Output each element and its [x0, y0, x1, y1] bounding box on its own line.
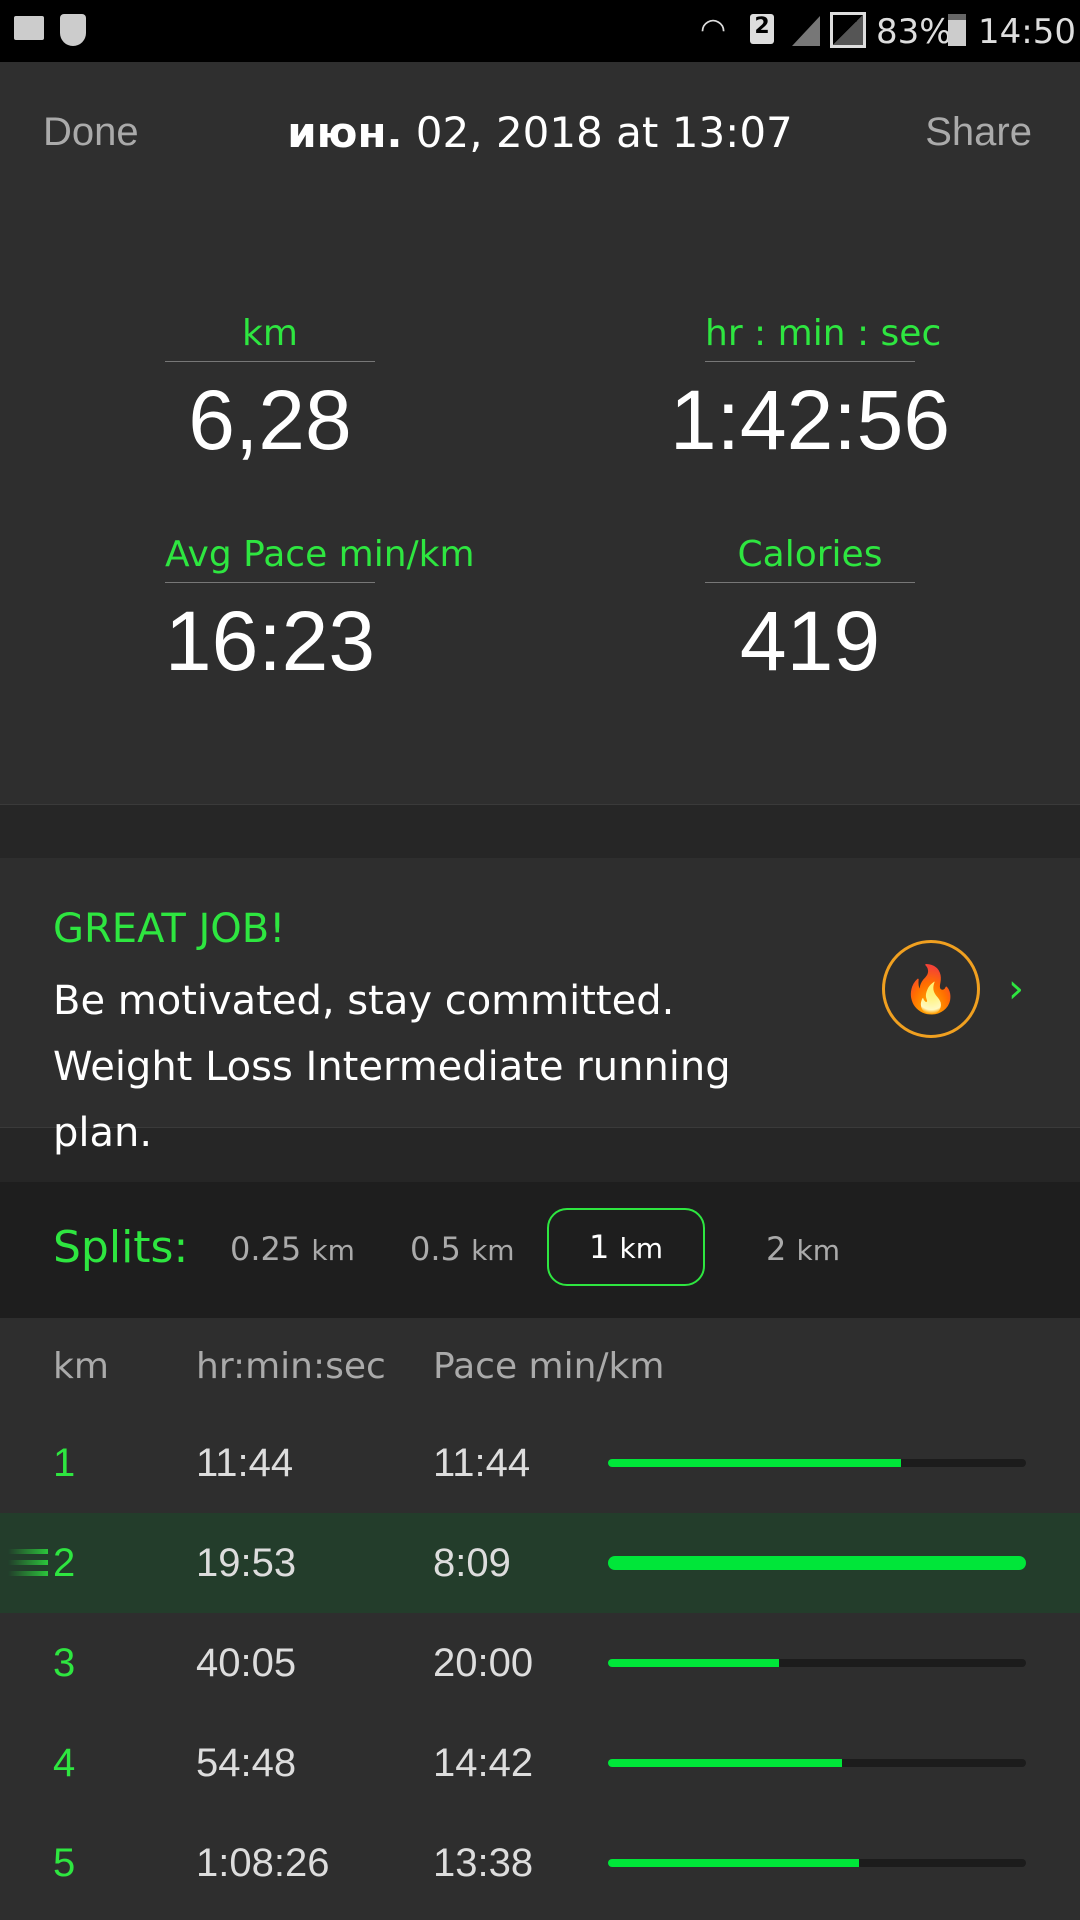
motivation-text: Be motivated, stay committed. Weight Los… — [53, 978, 731, 1156]
split-option-1-selected[interactable]: 1 km — [547, 1208, 705, 1286]
battery-percent: 83% — [876, 12, 952, 52]
stat-label: Avg Pace min/km — [165, 534, 475, 575]
split-time: 1:08:26 — [196, 1841, 330, 1885]
table-row: 1 11:44 11:44 — [0, 1413, 1080, 1513]
stat-avg-pace: Avg Pace min/km 16:23 — [90, 527, 475, 690]
clock: 14:50 — [978, 12, 1076, 52]
pace-bar-track — [608, 1759, 1026, 1767]
page-title: июн. 02, 2018 at 13:07 — [0, 108, 1080, 157]
message-icon — [14, 16, 44, 40]
option-num: 0.5 — [410, 1230, 461, 1268]
option-num: 0.25 — [230, 1230, 302, 1268]
title-date: 02, 2018 at 13:07 — [415, 108, 793, 157]
stat-label: Calories — [737, 534, 883, 575]
table-row: 3 40:05 20:00 — [0, 1613, 1080, 1713]
table-row: 5 1:08:26 13:38 — [0, 1813, 1080, 1913]
option-unit: km — [311, 1234, 355, 1267]
split-time: 54:48 — [196, 1741, 297, 1785]
pace-bar-fill — [608, 1859, 859, 1867]
column-header-pace: Pace min/km — [433, 1346, 665, 1387]
split-pace: 14:42 — [433, 1741, 534, 1785]
signal-icon-2 — [830, 12, 866, 48]
share-button[interactable]: Share — [925, 110, 1032, 154]
split-km: 1 — [53, 1441, 76, 1485]
done-button[interactable]: Done — [43, 110, 139, 154]
shield-icon — [60, 14, 86, 46]
stat-distance: km 6,28 — [90, 306, 450, 469]
split-option-0.25[interactable]: 0.25 km — [230, 1230, 355, 1268]
sim-badge: 2 — [750, 14, 774, 44]
pace-bar-track — [608, 1859, 1026, 1867]
table-row: 4 54:48 14:42 — [0, 1713, 1080, 1813]
stats-panel: km 6,28 hr : min : sec 1:42:56 Avg Pace … — [0, 210, 1080, 805]
wifi-icon: ◠ — [700, 12, 727, 47]
option-unit: km — [471, 1234, 515, 1267]
split-km: 2 — [53, 1541, 76, 1585]
stat-label: km — [242, 313, 298, 354]
column-header-km: km — [53, 1346, 109, 1387]
split-option-2[interactable]: 2 km — [766, 1230, 840, 1268]
flame-icon: 🔥 — [882, 940, 980, 1038]
splits-label: Splits: — [53, 1222, 189, 1273]
pace-bar-fill — [608, 1759, 843, 1767]
splits-selector: Splits: 0.25 km 0.5 km 1 km 2 km — [0, 1182, 1080, 1318]
split-km: 5 — [53, 1841, 76, 1885]
option-num: 2 — [766, 1230, 787, 1268]
stat-value: 1:42:56 — [669, 373, 951, 467]
stat-value: 16:23 — [164, 594, 376, 688]
motivation-title: GREAT JOB! — [53, 906, 286, 952]
option-unit: km — [796, 1234, 841, 1267]
battery-icon — [948, 14, 966, 46]
split-pace: 13:38 — [433, 1841, 534, 1885]
pace-bar-track — [608, 1659, 1026, 1667]
column-header-time: hr:min:sec — [196, 1346, 386, 1387]
status-bar: ◠ 2 83% 14:50 — [0, 0, 1080, 62]
stat-label: hr : min : sec — [705, 313, 942, 354]
split-pace: 11:44 — [433, 1441, 531, 1485]
option-num: 1 — [588, 1228, 610, 1266]
split-km: 4 — [53, 1741, 76, 1785]
pace-bar-fill — [608, 1459, 901, 1467]
option-unit: km — [619, 1232, 664, 1265]
pace-bar-fill — [608, 1659, 780, 1667]
title-month: июн. — [287, 108, 403, 157]
split-option-0.5[interactable]: 0.5 km — [410, 1230, 515, 1268]
split-pace: 8:09 — [433, 1541, 511, 1585]
pace-bar-fill — [608, 1556, 1026, 1570]
split-km: 3 — [53, 1641, 76, 1685]
stat-calories: Calories 419 — [630, 527, 990, 690]
stat-value: 6,28 — [188, 373, 352, 467]
split-time: 40:05 — [196, 1641, 297, 1685]
chevron-right-icon[interactable]: › — [1008, 966, 1024, 1012]
signal-icon — [792, 16, 820, 46]
stat-duration: hr : min : sec 1:42:56 — [630, 306, 990, 469]
pace-bar-track — [608, 1556, 1026, 1570]
split-time: 11:44 — [196, 1441, 294, 1485]
table-row-fastest: 2 19:53 8:09 — [0, 1513, 1080, 1613]
pace-bar-track — [608, 1459, 1026, 1467]
motivation-card[interactable]: GREAT JOB! Be motivated, stay committed.… — [0, 858, 1080, 1156]
split-time: 19:53 — [196, 1541, 297, 1585]
stat-value: 419 — [739, 594, 881, 688]
fastest-speed-icon — [8, 1549, 48, 1577]
splits-table: km hr:min:sec Pace min/km 1 11:44 11:44 … — [0, 1318, 1080, 1920]
split-pace: 20:00 — [433, 1641, 534, 1685]
header: Done июн. 02, 2018 at 13:07 Share — [0, 62, 1080, 210]
